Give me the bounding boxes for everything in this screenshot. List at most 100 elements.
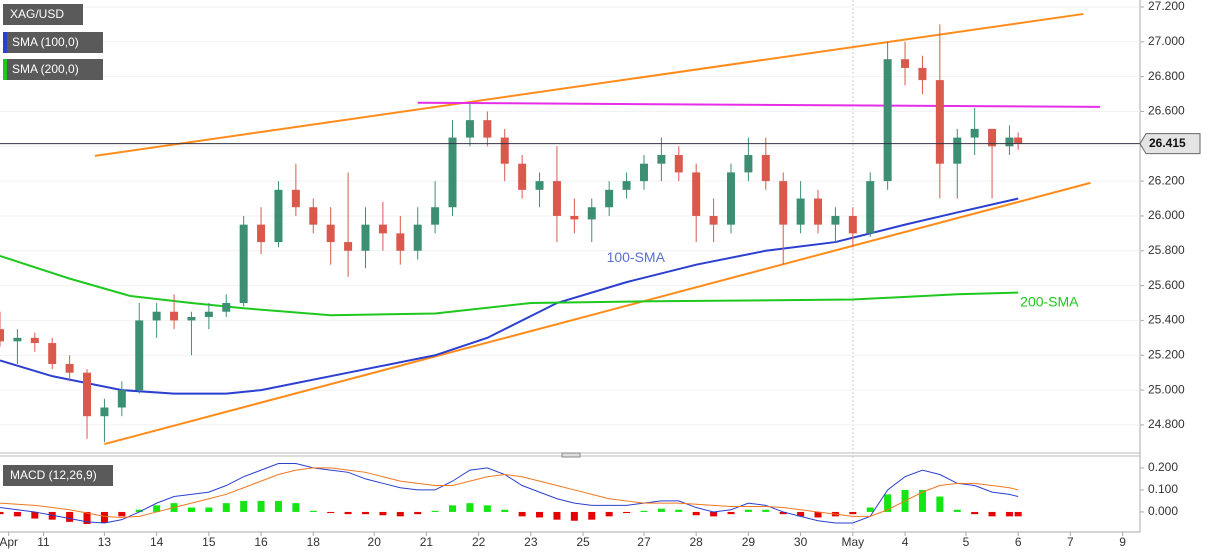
histogram-bar xyxy=(344,511,352,515)
y-tick-label: 0.200 xyxy=(1148,460,1178,474)
candle xyxy=(709,198,718,243)
x-tick-label: 18 xyxy=(307,535,321,549)
histogram-bar xyxy=(988,511,996,517)
candle-body xyxy=(988,128,997,147)
x-tick-label: 14 xyxy=(150,535,164,549)
legend-swatch xyxy=(3,59,7,80)
sma-line xyxy=(0,255,1019,317)
x-tick-label: 6 xyxy=(1015,535,1022,549)
candle xyxy=(309,198,318,234)
candle-body xyxy=(570,215,579,220)
candle xyxy=(726,163,735,234)
histogram-bar xyxy=(83,511,91,525)
candle xyxy=(761,137,770,190)
histogram-bar xyxy=(623,511,631,514)
candle-body xyxy=(309,207,318,225)
candle xyxy=(779,172,788,265)
candle-body xyxy=(135,320,144,391)
candle xyxy=(117,381,126,417)
x-tick-label: 29 xyxy=(742,535,756,549)
histogram-bar xyxy=(797,511,805,517)
candle xyxy=(187,311,196,356)
candle xyxy=(744,137,753,182)
histogram-bar xyxy=(762,509,770,512)
histogram-bar xyxy=(449,505,457,512)
x-tick-label: May xyxy=(841,535,864,549)
histogram-bar xyxy=(1005,511,1013,517)
candle xyxy=(848,207,857,248)
histogram-bar xyxy=(640,510,648,512)
candle-body xyxy=(0,329,4,342)
candle-body xyxy=(953,137,962,164)
candle xyxy=(1014,132,1023,150)
y-tick-label: 25.800 xyxy=(1148,243,1185,257)
x-tick-label: 4 xyxy=(902,535,909,549)
candle-body xyxy=(448,137,457,208)
legend-box[interactable] xyxy=(3,4,83,25)
x-tick-label: 22 xyxy=(472,535,486,549)
x-tick-label: 7 xyxy=(1067,535,1074,549)
x-tick-label: Apr xyxy=(0,535,18,549)
pane-handle[interactable] xyxy=(561,452,581,458)
y-tick-label: 25.400 xyxy=(1148,313,1185,327)
histogram-bar xyxy=(744,509,752,512)
histogram-bar xyxy=(553,511,561,520)
candle-body xyxy=(378,224,387,234)
candle-body xyxy=(744,154,753,173)
candle xyxy=(413,207,422,260)
legend-text: SMA (100,0) xyxy=(12,35,79,49)
candle-body xyxy=(500,137,509,164)
candle-body xyxy=(761,154,770,182)
legend-text: MACD (12,26,9) xyxy=(10,468,97,482)
trend-line xyxy=(417,101,1100,108)
histogram-bar xyxy=(379,511,387,516)
histogram-bar xyxy=(953,509,961,512)
histogram-bar xyxy=(657,508,665,512)
candle xyxy=(291,163,300,216)
candle xyxy=(0,311,4,347)
histogram-bar xyxy=(884,494,892,512)
candle-body xyxy=(692,172,701,216)
candle-body xyxy=(13,337,22,342)
candle-body xyxy=(413,224,422,251)
candle xyxy=(692,163,701,243)
candle xyxy=(431,181,440,234)
y-tick-label: 26.800 xyxy=(1148,69,1185,83)
candle xyxy=(465,102,474,147)
candle-body xyxy=(100,407,109,417)
candle-body xyxy=(814,198,823,225)
legend-box[interactable] xyxy=(3,465,113,486)
candle xyxy=(326,207,335,265)
candle-body xyxy=(274,189,283,243)
histogram-bar xyxy=(483,505,491,512)
legend-box[interactable] xyxy=(3,32,103,53)
histogram-bar xyxy=(153,505,161,512)
histogram-bar xyxy=(257,500,265,512)
candle xyxy=(483,111,492,147)
candle xyxy=(970,107,979,155)
candle-body xyxy=(257,224,266,243)
candle xyxy=(344,172,353,277)
candle xyxy=(866,172,875,237)
candle xyxy=(552,146,561,243)
candle-body xyxy=(431,207,440,225)
x-tick-label: 20 xyxy=(368,535,382,549)
legend-text: SMA (200,0) xyxy=(12,62,79,76)
candle xyxy=(918,55,927,95)
x-tick-label: 27 xyxy=(637,535,651,549)
histogram-bar xyxy=(588,511,596,520)
current-price-label: 26.415 xyxy=(1149,136,1186,150)
histogram-bar xyxy=(240,500,248,512)
candle xyxy=(570,198,579,234)
candle-body xyxy=(674,154,683,173)
y-tick-label: 27.200 xyxy=(1148,0,1185,13)
y-tick-label: 26.600 xyxy=(1148,104,1185,118)
candle xyxy=(378,202,387,251)
legend-box[interactable] xyxy=(3,59,103,80)
candle xyxy=(65,355,74,382)
candle xyxy=(605,181,614,216)
candle xyxy=(1005,125,1014,155)
candle xyxy=(587,198,596,243)
signal-line xyxy=(0,467,1019,518)
candle-body xyxy=(1014,137,1023,144)
